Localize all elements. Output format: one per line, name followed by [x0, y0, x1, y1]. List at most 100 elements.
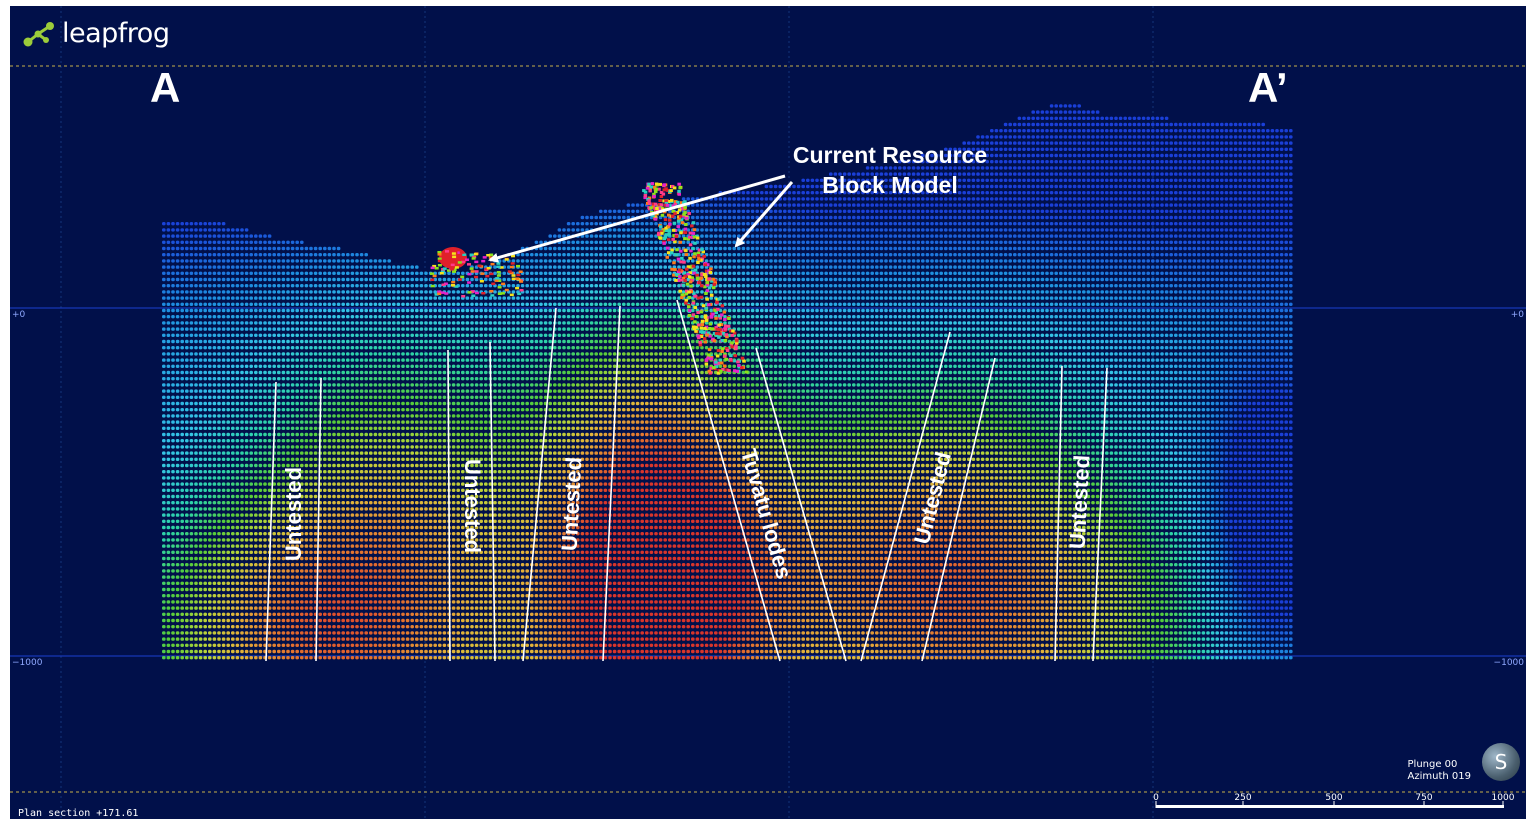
model-block: [696, 619, 700, 622]
model-block: [1215, 650, 1219, 653]
model-block: [217, 594, 221, 597]
model-block: [1105, 631, 1109, 634]
model-block: [792, 544, 796, 547]
model-block: [516, 613, 520, 616]
model-block: [921, 569, 925, 572]
model-block: [194, 631, 198, 634]
model-block: [1041, 569, 1045, 572]
model-block: [1165, 575, 1169, 578]
viewport-frame[interactable]: leapfrog A A’ Current Resource Block Mod…: [10, 6, 1526, 819]
model-block: [190, 656, 194, 659]
model-block: [226, 650, 230, 653]
model-block: [1220, 619, 1224, 622]
model-block: [318, 613, 322, 616]
model-block: [1105, 575, 1109, 578]
model-block: [737, 644, 741, 647]
model-block: [1183, 637, 1187, 640]
model-block: [190, 644, 194, 647]
model-block: [1041, 551, 1045, 554]
model-block: [410, 619, 414, 622]
model-block: [217, 637, 221, 640]
model-block: [755, 644, 759, 647]
model-block: [203, 613, 207, 616]
model-block: [705, 582, 709, 585]
model-block: [1266, 606, 1270, 609]
model-block: [484, 631, 488, 634]
model-block: [185, 563, 189, 566]
model-block: [1179, 588, 1183, 591]
model-block: [1271, 625, 1275, 628]
model-block: [199, 656, 203, 659]
model-block: [599, 538, 603, 541]
model-block: [903, 650, 907, 653]
model-block: [544, 582, 548, 585]
model-block: [489, 631, 493, 634]
model-block: [1183, 569, 1187, 572]
model-block: [1123, 625, 1127, 628]
model-block: [838, 551, 842, 554]
model-block: [1018, 557, 1022, 560]
model-block: [1188, 613, 1192, 616]
model-block: [1031, 588, 1035, 591]
model-block: [590, 619, 594, 622]
model-block: [1027, 600, 1031, 603]
model-block: [1105, 588, 1109, 591]
model-block: [746, 557, 750, 560]
model-block: [760, 637, 764, 640]
model-block: [498, 594, 502, 597]
model-block: [479, 563, 483, 566]
model-block: [1082, 619, 1086, 622]
model-block: [1266, 557, 1270, 560]
model-block: [811, 569, 815, 572]
model-block: [843, 569, 847, 572]
model-block: [760, 569, 764, 572]
model-block: [1192, 656, 1196, 659]
model-block: [1257, 594, 1261, 597]
model-block: [498, 575, 502, 578]
model-block: [921, 637, 925, 640]
model-block: [567, 575, 571, 578]
model-block: [880, 631, 884, 634]
model-block: [719, 544, 723, 547]
model-block: [567, 650, 571, 653]
model-block: [714, 606, 718, 609]
model-block: [401, 600, 405, 603]
model-block: [286, 656, 290, 659]
model-block: [516, 538, 520, 541]
model-block: [291, 625, 295, 628]
model-block: [332, 644, 336, 647]
model-block: [700, 600, 704, 603]
model-block: [1041, 575, 1045, 578]
model-block: [907, 606, 911, 609]
model-block: [1087, 656, 1091, 659]
model-block: [530, 637, 534, 640]
model-block: [788, 582, 792, 585]
model-block: [1100, 569, 1104, 572]
model-block: [263, 563, 267, 566]
model-block: [249, 538, 253, 541]
model-block: [847, 575, 851, 578]
model-block: [208, 551, 212, 554]
model-block: [249, 532, 253, 535]
model-block: [1192, 606, 1196, 609]
model-block: [627, 613, 631, 616]
model-block: [691, 594, 695, 597]
model-block: [1114, 582, 1118, 585]
model-block: [420, 606, 424, 609]
model-block: [337, 588, 341, 591]
model-block: [438, 538, 442, 541]
model-block: [295, 582, 299, 585]
model-block: [723, 625, 727, 628]
model-block: [1243, 650, 1247, 653]
model-block: [502, 538, 506, 541]
model-block: [1206, 631, 1210, 634]
model-block: [953, 650, 957, 653]
model-block: [337, 619, 341, 622]
model-block: [1202, 625, 1206, 628]
model-block: [553, 656, 557, 659]
model-block: [622, 606, 626, 609]
model-block: [1008, 557, 1012, 560]
model-block: [608, 637, 612, 640]
model-block: [1229, 619, 1233, 622]
model-block: [1050, 600, 1054, 603]
